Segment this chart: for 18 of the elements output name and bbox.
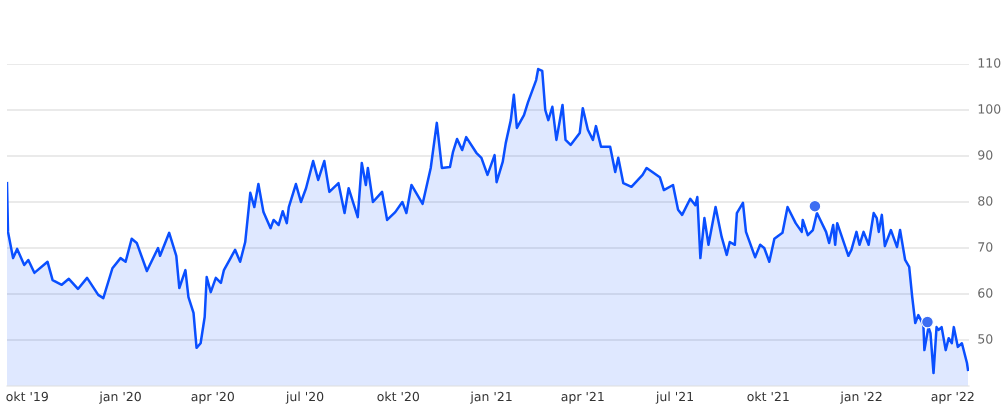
y-tick-label: 50 (978, 334, 993, 344)
y-tick-label: 100 (978, 104, 1001, 114)
y-tick-label: 70 (978, 242, 993, 252)
x-tick-label: jan '22 (840, 391, 882, 404)
x-tick-label: jan '20 (99, 391, 141, 404)
x-tick-label: okt '21 (747, 391, 789, 402)
x-tick-label: apr '20 (191, 391, 234, 404)
y-tick-label: 60 (978, 288, 993, 298)
x-tick-label: okt '19 (6, 391, 48, 402)
x-tick-label: jul '21 (655, 391, 693, 404)
x-tick-label: okt '20 (377, 391, 420, 402)
y-tick-label: 80 (978, 196, 993, 206)
y-tick-label: 90 (978, 150, 993, 160)
x-tick-label: jan '21 (470, 391, 512, 404)
x-tick-label: apr '21 (561, 391, 604, 404)
x-tick-label: jul '20 (285, 391, 324, 404)
x-tick-label: apr '22 (931, 391, 974, 404)
y-tick-label: 110 (978, 58, 1001, 68)
